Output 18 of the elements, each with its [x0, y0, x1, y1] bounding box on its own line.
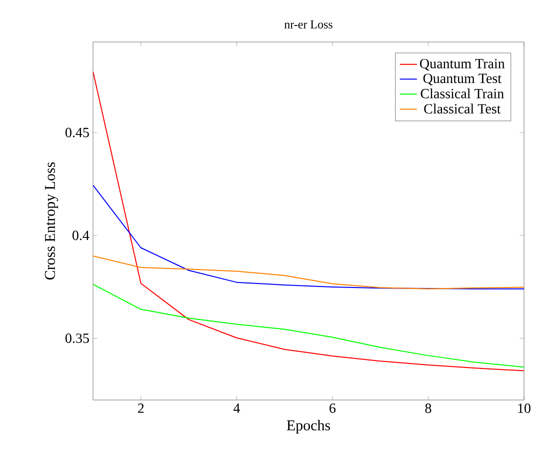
x-tick-label: 2 [138, 404, 144, 413]
legend-label: Quantum Test [423, 74, 502, 86]
line-series [93, 284, 524, 368]
y-axis-title: Cross Entropy Loss [44, 162, 58, 280]
y-tick-label: 0.4 [72, 230, 90, 240]
chart-title: nr-er Loss [284, 20, 332, 28]
y-tick-label: 0.35 [66, 334, 89, 344]
line-series [93, 255, 524, 290]
x-axis-title: Epochs [286, 420, 330, 434]
x-tick-label: 8 [425, 404, 432, 413]
y-tick-label: 0.45 [66, 128, 89, 138]
legend-label: Classical Test [424, 104, 501, 114]
legend-label: Quantum Train [420, 58, 505, 70]
legend-label: Classical Train [420, 88, 504, 98]
x-tick-label: 4 [233, 404, 240, 413]
x-tick-label: 6 [330, 404, 336, 413]
x-tick-label: 10 [518, 404, 530, 413]
line-series [93, 71, 524, 372]
